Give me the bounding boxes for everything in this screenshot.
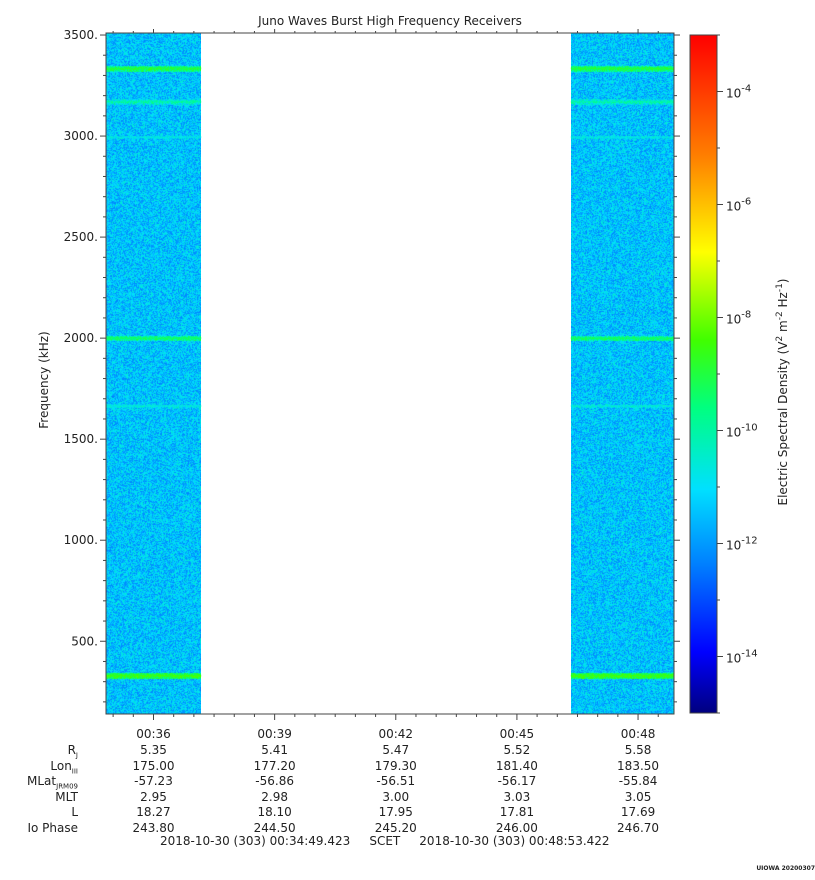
ephem-row-label: Io Phase <box>27 820 78 835</box>
plot-frame <box>105 32 675 715</box>
ephem-value: 2.98 <box>261 789 288 804</box>
ephem-value: -55.84 <box>618 774 658 788</box>
ephem-value: 18.27 <box>136 805 171 819</box>
ephem-value: 17.95 <box>378 805 413 819</box>
y-tick-label: 1000. <box>64 533 98 547</box>
ephem-value: 183.50 <box>617 758 660 773</box>
x-tick-label: 00:45 <box>500 727 535 741</box>
ephem-value: 245.20 <box>374 820 417 835</box>
ephem-row-label: RJ <box>67 743 78 760</box>
ephem-value: 243.80 <box>132 820 175 835</box>
ephem-value: 5.35 <box>140 743 167 757</box>
colorbar-tick-label: 10-14 <box>726 649 758 666</box>
ephem-value: 177.20 <box>253 758 296 773</box>
ephem-value: -57.23 <box>134 774 173 788</box>
colorbar-tick-label: 10-6 <box>726 197 751 214</box>
colorbar-tick-label: 10-8 <box>726 310 751 327</box>
ephem-value: 5.58 <box>624 743 652 757</box>
spectrogram-block-2 <box>571 33 674 714</box>
ephem-row-label: MLT <box>55 789 78 804</box>
ephem-value: 3.03 <box>503 789 531 804</box>
ephem-value: 246.00 <box>495 820 538 835</box>
ephem-value: 18.10 <box>257 805 292 819</box>
ephem-value: 244.50 <box>253 820 296 835</box>
y-tick-label: 2000. <box>64 331 98 345</box>
y-axis: 500. 1000. 1500. 2000. 2500. 3000. 3500. <box>64 28 680 703</box>
spectrogram-data <box>105 33 674 714</box>
x-tick-label: 00:42 <box>378 727 413 741</box>
ephem-value: 5.41 <box>261 743 288 757</box>
ephem-row-label: LonIII <box>50 758 78 775</box>
ephem-value: 246.70 <box>617 820 660 835</box>
ephem-value: 5.52 <box>503 743 531 757</box>
credit-stamp: UIOWA 20200307 <box>756 865 815 872</box>
colorbar-tick-label: 10-10 <box>726 423 758 440</box>
colorbar-label: Electric Spectral Density (V2 m-2 Hz-1) <box>775 278 790 505</box>
ephem-row-label: MLatJRM09 <box>27 774 78 791</box>
ephem-value: 2.95 <box>140 789 167 804</box>
scet-range: 2018-10-30 (303) 00:34:49.423 SCET 2018-… <box>160 834 610 848</box>
y-tick-label: 500. <box>71 634 98 648</box>
y-tick-label: 3000. <box>64 129 98 143</box>
chart-title: Juno Waves Burst High Frequency Receiver… <box>257 14 522 28</box>
x-tick-label: 00:48 <box>621 727 656 741</box>
ephem-value: -56.17 <box>497 774 537 788</box>
spectrogram-block-1 <box>106 33 201 714</box>
colorbar-ticks: 10-4 10-6 10-8 10-10 10-12 10-14 <box>717 34 758 714</box>
ephem-value: -56.51 <box>376 774 416 788</box>
ephem-value: -56.86 <box>255 774 294 788</box>
y-tick-label: 3500. <box>64 28 98 42</box>
ephem-value: 179.30 <box>374 758 417 773</box>
ephem-row-label: L <box>71 805 78 819</box>
y-tick-label: 1500. <box>64 432 98 446</box>
ephem-value: 3.05 <box>624 789 652 804</box>
ephem-value: 175.00 <box>132 758 175 773</box>
y-axis-label: Frequency (kHz) <box>37 331 51 428</box>
x-tick-label: 00:36 <box>136 727 171 741</box>
ephem-value: 3.00 <box>382 789 410 804</box>
x-axis: 00:36 00:39 00:42 00:45 00:48 <box>112 29 659 741</box>
x-tick-label: 00:39 <box>257 727 292 741</box>
ephem-value: 5.47 <box>382 743 410 757</box>
colorbar-tick-label: 10-4 <box>726 84 751 101</box>
y-tick-label: 2500. <box>64 230 98 244</box>
ephem-value: 181.40 <box>495 758 538 773</box>
ephem-value: 17.81 <box>499 805 535 819</box>
colorbar <box>689 34 718 714</box>
colorbar-tick-label: 10-12 <box>726 536 758 553</box>
ephem-value: 17.69 <box>620 805 656 819</box>
